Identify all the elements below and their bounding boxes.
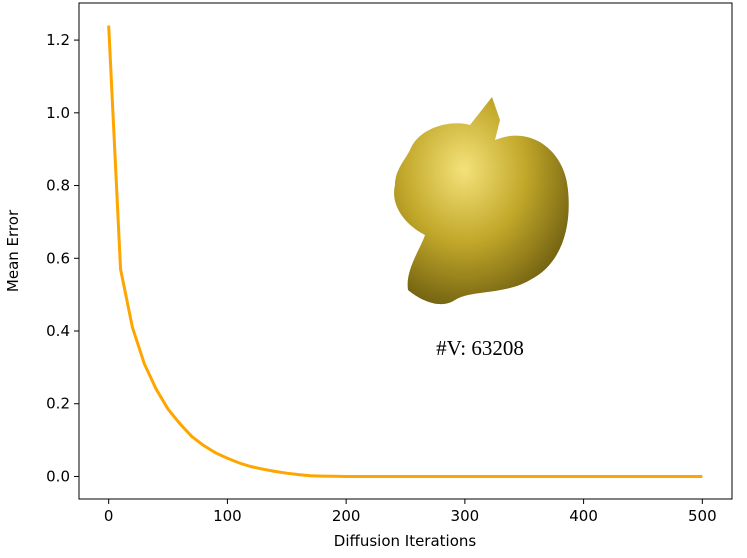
y-tick-label: 1.0 — [46, 104, 70, 122]
y-axis-label: Mean Error — [4, 209, 22, 292]
y-tick-label: 1.2 — [46, 31, 70, 49]
x-tick-label: 300 — [451, 507, 480, 525]
y-tick-label: 0.4 — [46, 322, 70, 340]
model-render — [394, 97, 569, 305]
x-axis-label: Diffusion Iterations — [334, 532, 477, 550]
x-tick-label: 400 — [569, 507, 598, 525]
axes-frame — [78, 2, 733, 500]
y-tick-label: 0.6 — [46, 249, 70, 267]
x-tick-label: 200 — [332, 507, 361, 525]
x-tick-label: 100 — [213, 507, 242, 525]
annotation: #V: 63208 — [436, 336, 524, 360]
x-tick-label: 0 — [104, 507, 114, 525]
y-tick-label: 0.2 — [46, 395, 70, 413]
x-tick-label: 500 — [688, 507, 717, 525]
data-line — [107, 25, 703, 478]
y-tick-label: 0.0 — [46, 467, 70, 485]
y-tick-label: 0.8 — [46, 177, 70, 195]
